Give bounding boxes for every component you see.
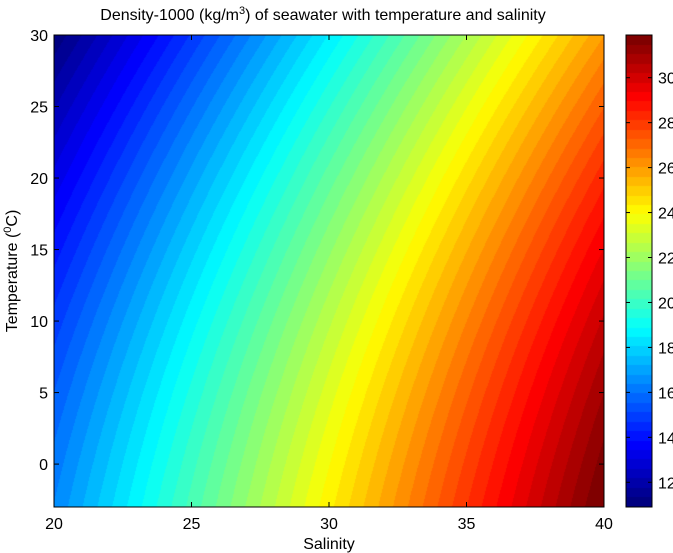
y-tick-label: 10 <box>30 314 48 331</box>
colorbar-tick-label: 14 <box>658 430 673 447</box>
colorbar-tick-label: 20 <box>658 295 673 312</box>
chart-title: Density-1000 (kg/m3) of seawater with te… <box>100 5 545 24</box>
colorbar-tick-label: 26 <box>658 161 673 178</box>
y-tick-label: 30 <box>30 28 48 45</box>
x-tick-label: 20 <box>45 516 63 533</box>
x-tick-label: 35 <box>458 516 476 533</box>
colorbar-tick-label: 12 <box>658 475 673 492</box>
colorbar-tick-label: 24 <box>658 206 673 223</box>
y-tick-label: 25 <box>30 100 48 117</box>
colorbar-tick-label: 30 <box>658 71 673 88</box>
y-tick-label: 5 <box>39 386 48 403</box>
colorbar-tick-label: 28 <box>658 116 673 133</box>
x-tick-label: 30 <box>320 516 338 533</box>
colorbar-tick-label: 22 <box>658 251 673 268</box>
y-axis-label: Temperature (0C) <box>2 210 21 333</box>
x-axis-ticks: 20 25 30 35 40 <box>45 35 613 533</box>
colorbar-tick-label: 18 <box>658 340 673 357</box>
colorbar-gradient <box>626 35 652 507</box>
y-tick-label: 20 <box>30 171 48 188</box>
plot-frame <box>53 34 605 508</box>
colorbar-tick-label: 16 <box>658 385 673 402</box>
y-tick-label: 0 <box>39 457 48 474</box>
colorbar-ticks: 12 14 16 18 20 22 24 26 28 30 <box>626 71 673 492</box>
y-axis-ticks: 0 5 10 15 20 25 30 <box>30 28 604 474</box>
x-tick-label: 40 <box>595 516 613 533</box>
colorbar-frame <box>625 34 653 508</box>
x-tick-label: 25 <box>183 516 201 533</box>
x-axis-label: Salinity <box>303 536 355 553</box>
y-tick-label: 15 <box>30 243 48 260</box>
density-heatmap <box>54 35 604 507</box>
